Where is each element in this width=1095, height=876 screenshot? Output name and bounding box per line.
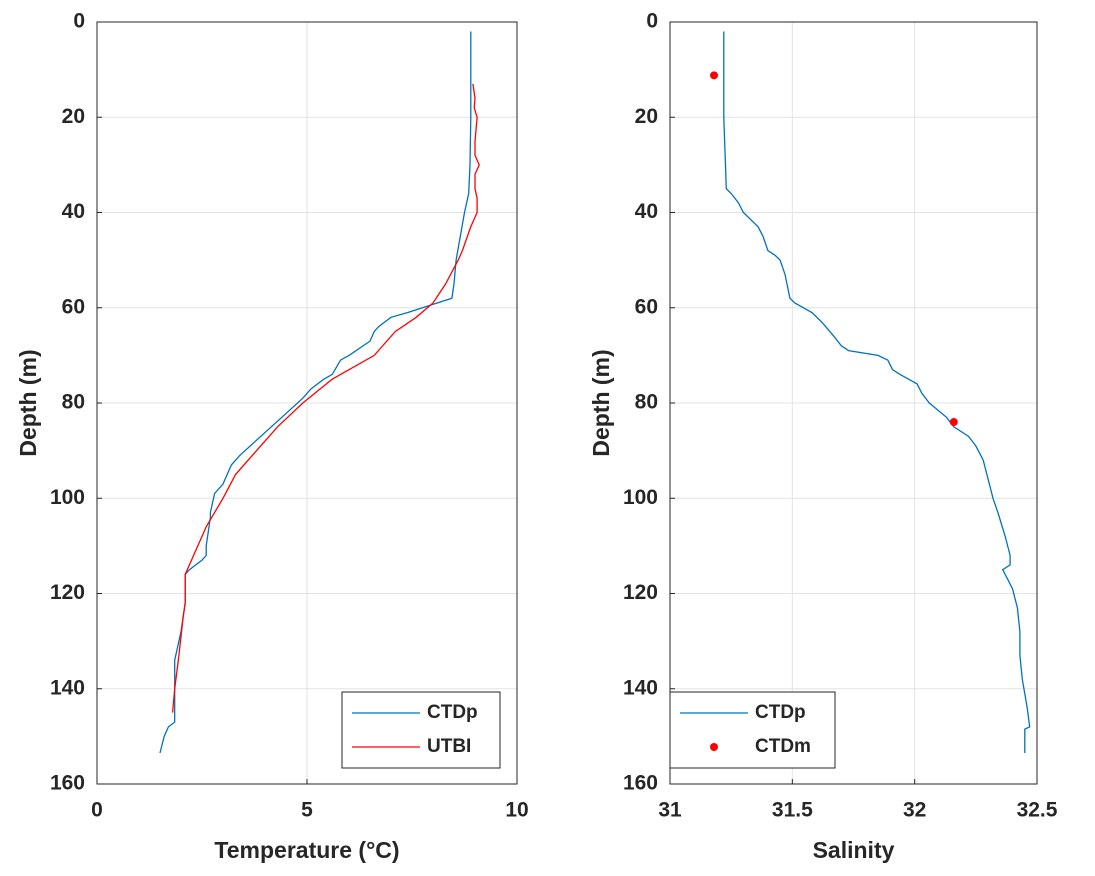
y-tick-label: 60 [62,295,85,318]
y-tick-label: 20 [635,105,658,128]
axes-frame [96,21,518,785]
axes-frame [669,21,1038,785]
legend-box [669,691,836,769]
y-tick-label: 100 [623,486,658,509]
x-tick-label: 5 [301,799,313,822]
y-tick-label: 60 [635,295,658,318]
legend-marker [710,743,718,751]
legend-label: CTDp [755,702,806,723]
y-axis-label: Depth (m) [15,349,41,456]
x-tick-label: 10 [505,799,528,822]
y-tick-label: 120 [50,581,85,604]
legend-label: CTDm [755,736,811,757]
y-tick-label: 160 [50,772,85,795]
x-tick-label: 0 [91,799,103,822]
y-axis-label: Depth (m) [588,349,614,456]
y-tick-label: 80 [62,391,85,414]
x-tick-label: 31 [658,799,682,822]
data-point [949,418,958,427]
y-tick-label: 120 [623,581,658,604]
y-tick-label: 140 [623,676,658,699]
x-tick-label: 32 [903,799,926,822]
y-tick-label: 80 [635,391,658,414]
data-point [710,71,719,80]
x-tick-label: 32.5 [1017,799,1058,822]
legend-label: UTBI [427,736,471,757]
legend-box [341,691,501,769]
data-line [723,31,1031,753]
y-tick-label: 100 [50,486,85,509]
panel: 31 31.5 32 32.5 0 20 40 60 80 100 120 140 160 Salinit… [588,10,1058,864]
y-tick-label: 140 [50,676,85,699]
legend-label: CTDp [427,702,478,723]
y-tick-label: 40 [635,200,658,223]
y-tick-label: 160 [623,772,658,795]
y-tick-label: 0 [646,10,658,33]
y-tick-label: 40 [62,200,85,223]
x-axis-label: Salinity [813,837,895,863]
y-tick-label: 20 [62,105,85,128]
y-tick-label: 0 [73,10,85,33]
x-axis-label: Temperature (°C) [214,837,399,863]
data-line [171,83,480,713]
x-tick-label: 31.5 [772,799,813,822]
